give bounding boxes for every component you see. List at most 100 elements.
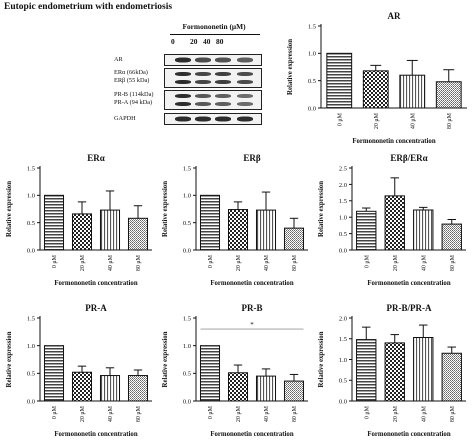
blot-band bbox=[215, 72, 231, 77]
x-tick-label: 0 μM bbox=[337, 112, 343, 126]
x-tick-label: 20 μM bbox=[236, 254, 242, 271]
blot-band bbox=[175, 57, 191, 63]
chart-title: PR-B/PR-A bbox=[387, 303, 432, 313]
bar bbox=[441, 352, 462, 402]
y-tick-label: 1.5 bbox=[27, 315, 35, 322]
bar bbox=[127, 375, 149, 402]
chart-title: PR-B bbox=[242, 303, 263, 313]
chart-title: PR-A bbox=[85, 303, 107, 313]
blot-row-label: ERα (66kDa) bbox=[114, 69, 148, 76]
blot-band bbox=[237, 101, 253, 106]
y-tick-label: 2.0 bbox=[339, 315, 347, 322]
bar bbox=[43, 194, 65, 251]
chart-er-beta: ERβ 0.0 0.5 1.0 1.5 Relative expression 0 μM 20… bbox=[162, 153, 308, 287]
y-axis-label: Relative expression bbox=[162, 331, 169, 387]
y-tick-label: 1.5 bbox=[183, 315, 191, 322]
blot-strip-gapdh bbox=[164, 113, 262, 125]
bar bbox=[199, 194, 221, 251]
blot-row-label: PR-A (94 kDa) bbox=[114, 99, 153, 106]
chart-title: ERβ bbox=[243, 153, 261, 163]
chart-pr-a: PR-A 0.0 0.5 1.0 1.5 Relative expression 0 μM 2… bbox=[6, 303, 152, 438]
x-tick-label: 40 μM bbox=[108, 254, 114, 271]
bar bbox=[283, 380, 305, 402]
y-axis-label: Relative expression bbox=[318, 181, 325, 237]
x-tick-label: 80 μM bbox=[450, 405, 456, 422]
y-tick-label: 0.5 bbox=[27, 220, 35, 227]
blot-band bbox=[237, 94, 253, 99]
bar bbox=[283, 227, 305, 251]
blot-band bbox=[237, 72, 253, 77]
blot-row-label: GAPDH bbox=[114, 115, 136, 122]
bar bbox=[71, 213, 93, 251]
y-tick-label: 1.5 bbox=[183, 165, 191, 172]
chart-ar: AR 0.0 0.5 1.0 1.5 Relative expression 0 μM 20 … bbox=[287, 11, 467, 145]
blot-band bbox=[175, 94, 191, 99]
y-tick-label: 0.5 bbox=[339, 378, 347, 385]
x-tick-label: 0 μM bbox=[364, 405, 370, 419]
x-tick-label: 0 μM bbox=[52, 405, 58, 419]
y-axis-label: Relative expression bbox=[6, 331, 13, 387]
y-tick-label: 1.5 bbox=[339, 336, 347, 343]
figure-title: Eutopic endometrium with endometriosis bbox=[4, 2, 173, 12]
x-tick-label: 80 μM bbox=[447, 112, 453, 129]
blot-header: Formononetin (μM) bbox=[182, 22, 246, 31]
x-tick-label: 40 μM bbox=[108, 405, 114, 422]
x-tick-label: 0 μM bbox=[52, 254, 58, 268]
western-blot-panel: Formononetin (μM) 0 20 40 80 AR ERα (66k… bbox=[112, 22, 262, 127]
x-tick-label: 0 μM bbox=[208, 405, 214, 419]
x-axis-label: Formononetin concentration bbox=[352, 138, 435, 145]
y-tick-label: 0.5 bbox=[308, 78, 316, 85]
bar bbox=[413, 337, 434, 402]
y-tick-label: 1.0 bbox=[183, 343, 191, 350]
bar bbox=[127, 217, 149, 251]
x-tick-label: 20 μM bbox=[393, 254, 399, 271]
y-axis-label: Relative expression bbox=[318, 331, 325, 387]
x-tick-label: 20 μM bbox=[374, 112, 380, 129]
bar bbox=[384, 195, 405, 251]
blot-band bbox=[175, 72, 191, 77]
y-tick-label: 0.0 bbox=[183, 247, 191, 254]
y-axis-label: Relative expression bbox=[287, 39, 294, 95]
chart-pr-b: PR-B 0.0 0.5 1.0 1.5 Relative expression 0 μM 2… bbox=[162, 303, 308, 438]
y-tick-label: 0.0 bbox=[183, 398, 191, 405]
blot-band bbox=[195, 79, 211, 84]
chart-er-beta-alpha-ratio: ERβ/ERα 0.0 0.5 1.0 1.5 2.0 2.5 Relative expres… bbox=[318, 153, 466, 287]
x-tick-label: 20 μM bbox=[393, 405, 399, 422]
bar bbox=[227, 209, 249, 251]
x-tick-label: 40 μM bbox=[264, 254, 270, 271]
x-tick-label: 20 μM bbox=[80, 254, 86, 271]
blot-band bbox=[215, 57, 231, 63]
x-tick-label: 20 μM bbox=[236, 405, 242, 422]
bar bbox=[71, 371, 93, 402]
significance-marker: * bbox=[250, 321, 254, 329]
blot-row-label: AR bbox=[114, 56, 123, 63]
x-tick-label: 20 μM bbox=[80, 405, 86, 422]
bar bbox=[441, 223, 462, 251]
bar bbox=[199, 345, 221, 402]
bar bbox=[326, 52, 353, 109]
y-tick-label: 0.5 bbox=[183, 371, 191, 378]
bar bbox=[356, 210, 377, 251]
blot-band bbox=[215, 94, 231, 99]
blot-band bbox=[195, 101, 211, 106]
y-tick-label: 0.0 bbox=[339, 247, 347, 254]
x-tick-label: 40 μM bbox=[264, 405, 270, 422]
y-tick-label: 0.5 bbox=[339, 231, 347, 238]
blot-row-label: ERβ (55 kDa) bbox=[114, 77, 150, 84]
y-tick-label: 2.0 bbox=[339, 182, 347, 189]
y-tick-label: 0.0 bbox=[27, 398, 35, 405]
blot-header-rule bbox=[170, 34, 260, 35]
y-tick-label: 0.5 bbox=[183, 220, 191, 227]
blot-strip-pr bbox=[164, 90, 262, 110]
x-axis-label: Formononetin concentration bbox=[210, 431, 293, 438]
blot-dose-label: 80 bbox=[216, 37, 224, 46]
blot-row-label: PR-B (114kDa) bbox=[114, 91, 154, 98]
bar bbox=[99, 375, 121, 402]
blot-band bbox=[175, 79, 191, 84]
blot-dose-label: 0 bbox=[171, 37, 175, 46]
blot-dose-label: 40 bbox=[203, 37, 211, 46]
blot-band bbox=[195, 116, 211, 122]
y-tick-label: 1.0 bbox=[183, 193, 191, 200]
x-axis-label: Formononetin concentration bbox=[367, 431, 450, 438]
